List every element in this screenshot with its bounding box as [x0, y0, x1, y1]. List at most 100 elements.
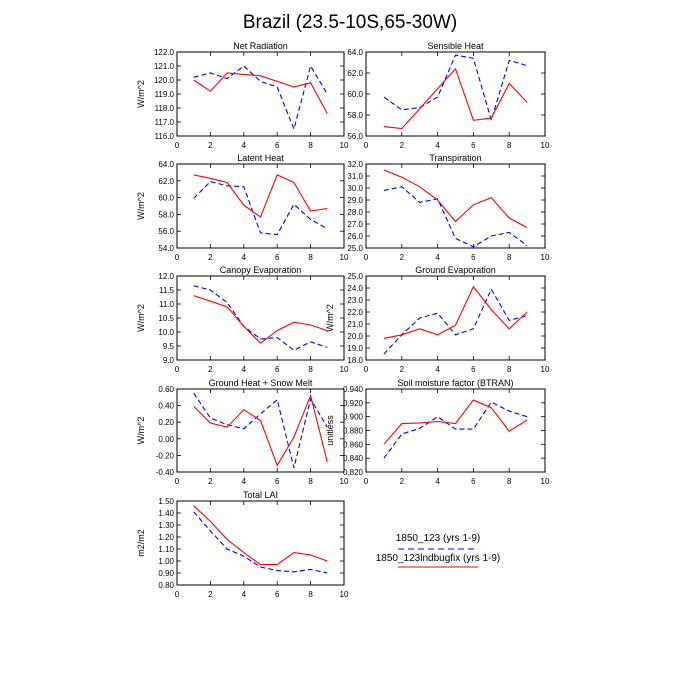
x-tick-label: 4 — [435, 141, 440, 150]
y-tick-label: 25.0 — [347, 272, 363, 281]
x-tick-label: 8 — [507, 477, 512, 486]
y-tick-label: 64.0 — [158, 160, 174, 169]
y-tick-label: 0.840 — [343, 454, 364, 463]
x-tick-label: 0 — [175, 590, 180, 599]
x-tick-label: 8 — [308, 253, 313, 262]
series-line-dashed — [383, 401, 528, 459]
x-tick-label: 2 — [208, 477, 213, 486]
panel-title: Sensible Heat — [427, 41, 484, 51]
x-tick-label: 0 — [175, 141, 180, 150]
y-tick-label: 27.0 — [347, 220, 363, 229]
panel-title: Ground Evaporation — [415, 265, 496, 275]
series-line-dashed — [193, 64, 328, 131]
panel-title: Ground Heat + Snow Melt — [209, 378, 313, 388]
x-tick-label: 6 — [471, 477, 476, 486]
panel-soil-moisture-factor-btran: Soil moisture factor (BTRAN) unitless 0.82… — [325, 378, 550, 486]
y-tick-label: 0.40 — [158, 402, 174, 411]
y-axis-label: W/m^2 — [325, 304, 335, 332]
y-tick-label: 122.0 — [154, 48, 175, 57]
y-tick-label: 0.00 — [158, 435, 174, 444]
y-tick-label: 0.820 — [343, 468, 364, 477]
x-tick-label: 2 — [208, 253, 213, 262]
series-line-solid — [383, 67, 528, 130]
plot-frame — [176, 500, 345, 586]
x-tick-label: 2 — [208, 365, 213, 374]
x-tick-label: 10 — [340, 365, 349, 374]
legend: 1850_123 (yrs 1-9) 1850_123lndbugfix (yr… — [376, 533, 501, 568]
x-tick-label: 8 — [507, 253, 512, 262]
series-line-dashed — [193, 392, 328, 469]
y-tick-label: 11.0 — [159, 300, 175, 309]
panel-canopy-evaporation: Canopy Evaporation W/m^2 9.0 9.5 10.0 10.5 11.… — [136, 265, 349, 374]
x-tick-label: 2 — [400, 141, 405, 150]
x-tick-label: 10 — [541, 365, 550, 374]
plot-frame — [365, 51, 546, 137]
x-tick-label: 6 — [471, 253, 476, 262]
panel-title: Net Radiation — [233, 41, 288, 51]
y-tick-label: 116.0 — [155, 132, 175, 141]
x-tick-label: 0 — [175, 477, 180, 486]
y-tick-label: 32.0 — [347, 160, 363, 169]
y-tick-label: 12.0 — [158, 272, 174, 281]
y-tick-label: 0.860 — [343, 440, 364, 449]
x-tick-label: 4 — [435, 477, 440, 486]
legend-label-1850-123lndbugfix: 1850_123lndbugfix (yrs 1-9) — [376, 553, 501, 564]
y-tick-label: 29.0 — [347, 196, 363, 205]
x-tick-label: 6 — [471, 365, 476, 374]
x-tick-label: 4 — [242, 253, 247, 262]
series-line-solid — [383, 285, 528, 339]
y-axis-label: W/m^2 — [136, 80, 146, 108]
x-tick-label: 4 — [242, 141, 247, 150]
panel-sensible-heat: Sensible Heat 56.0 58.0 60.0 62.0 64.0 0 2 4 6 8 10 — [347, 41, 550, 150]
plot-frame — [365, 388, 546, 473]
x-tick-label: 10 — [541, 253, 550, 262]
x-tick-label: 4 — [435, 253, 440, 262]
series-line-solid — [383, 169, 528, 229]
x-tick-label: 6 — [275, 253, 280, 262]
plot-frame — [176, 275, 345, 361]
x-tick-label: 2 — [400, 477, 405, 486]
series-line-dashed — [193, 180, 328, 236]
y-tick-label: 9.0 — [163, 356, 175, 365]
y-tick-label: 25.0 — [347, 244, 363, 253]
series-line-solid — [383, 399, 528, 445]
y-tick-label: 0.880 — [343, 427, 364, 436]
y-tick-label: 9.5 — [163, 342, 175, 351]
y-tick-label: 0.60 — [158, 385, 174, 394]
x-tick-label: 6 — [275, 141, 280, 150]
y-tick-label: 62.0 — [158, 177, 174, 186]
panel-ground-heat-snow-melt: Ground Heat + Snow Melt W/m^2 -0.40 -0.20 0.… — [136, 378, 349, 486]
x-tick-label: 4 — [435, 365, 440, 374]
series-line-dashed — [193, 511, 328, 574]
x-tick-label: 8 — [507, 141, 512, 150]
y-tick-label: 121.0 — [154, 62, 175, 71]
series-line-dashed — [383, 287, 528, 355]
y-tick-label: 58.0 — [158, 210, 174, 219]
plot-frame — [176, 388, 345, 473]
y-tick-label: 118.0 — [155, 104, 175, 113]
y-tick-label: 60.0 — [347, 90, 363, 99]
plot-frame — [176, 51, 345, 137]
series-line-solid — [193, 505, 328, 566]
series-line-solid — [193, 295, 328, 344]
plot-frame — [176, 163, 345, 249]
y-tick-label: 10.5 — [158, 314, 174, 323]
panel-transpiration: Transpiration 25.0 26.0 27.0 28.0 29.0 30.0 31.… — [347, 153, 550, 262]
y-tick-label: 56.0 — [158, 227, 174, 236]
y-axis-label: m2/m2 — [136, 529, 146, 557]
y-tick-label: 24.0 — [347, 284, 363, 293]
x-tick-label: 8 — [308, 365, 313, 374]
x-tick-label: 10 — [541, 141, 550, 150]
series-line-solid — [193, 72, 328, 114]
x-tick-label: 10 — [340, 590, 349, 599]
x-tick-label: 0 — [364, 141, 369, 150]
panel-title: Total LAI — [243, 490, 278, 500]
y-tick-label: 26.0 — [347, 232, 363, 241]
y-tick-label: 0.920 — [343, 399, 364, 408]
y-tick-label: 22.0 — [347, 308, 363, 317]
y-tick-label: 1.40 — [158, 509, 174, 518]
x-tick-label: 6 — [471, 141, 476, 150]
y-tick-label: 1.20 — [158, 533, 174, 542]
y-tick-label: 23.0 — [347, 296, 363, 305]
